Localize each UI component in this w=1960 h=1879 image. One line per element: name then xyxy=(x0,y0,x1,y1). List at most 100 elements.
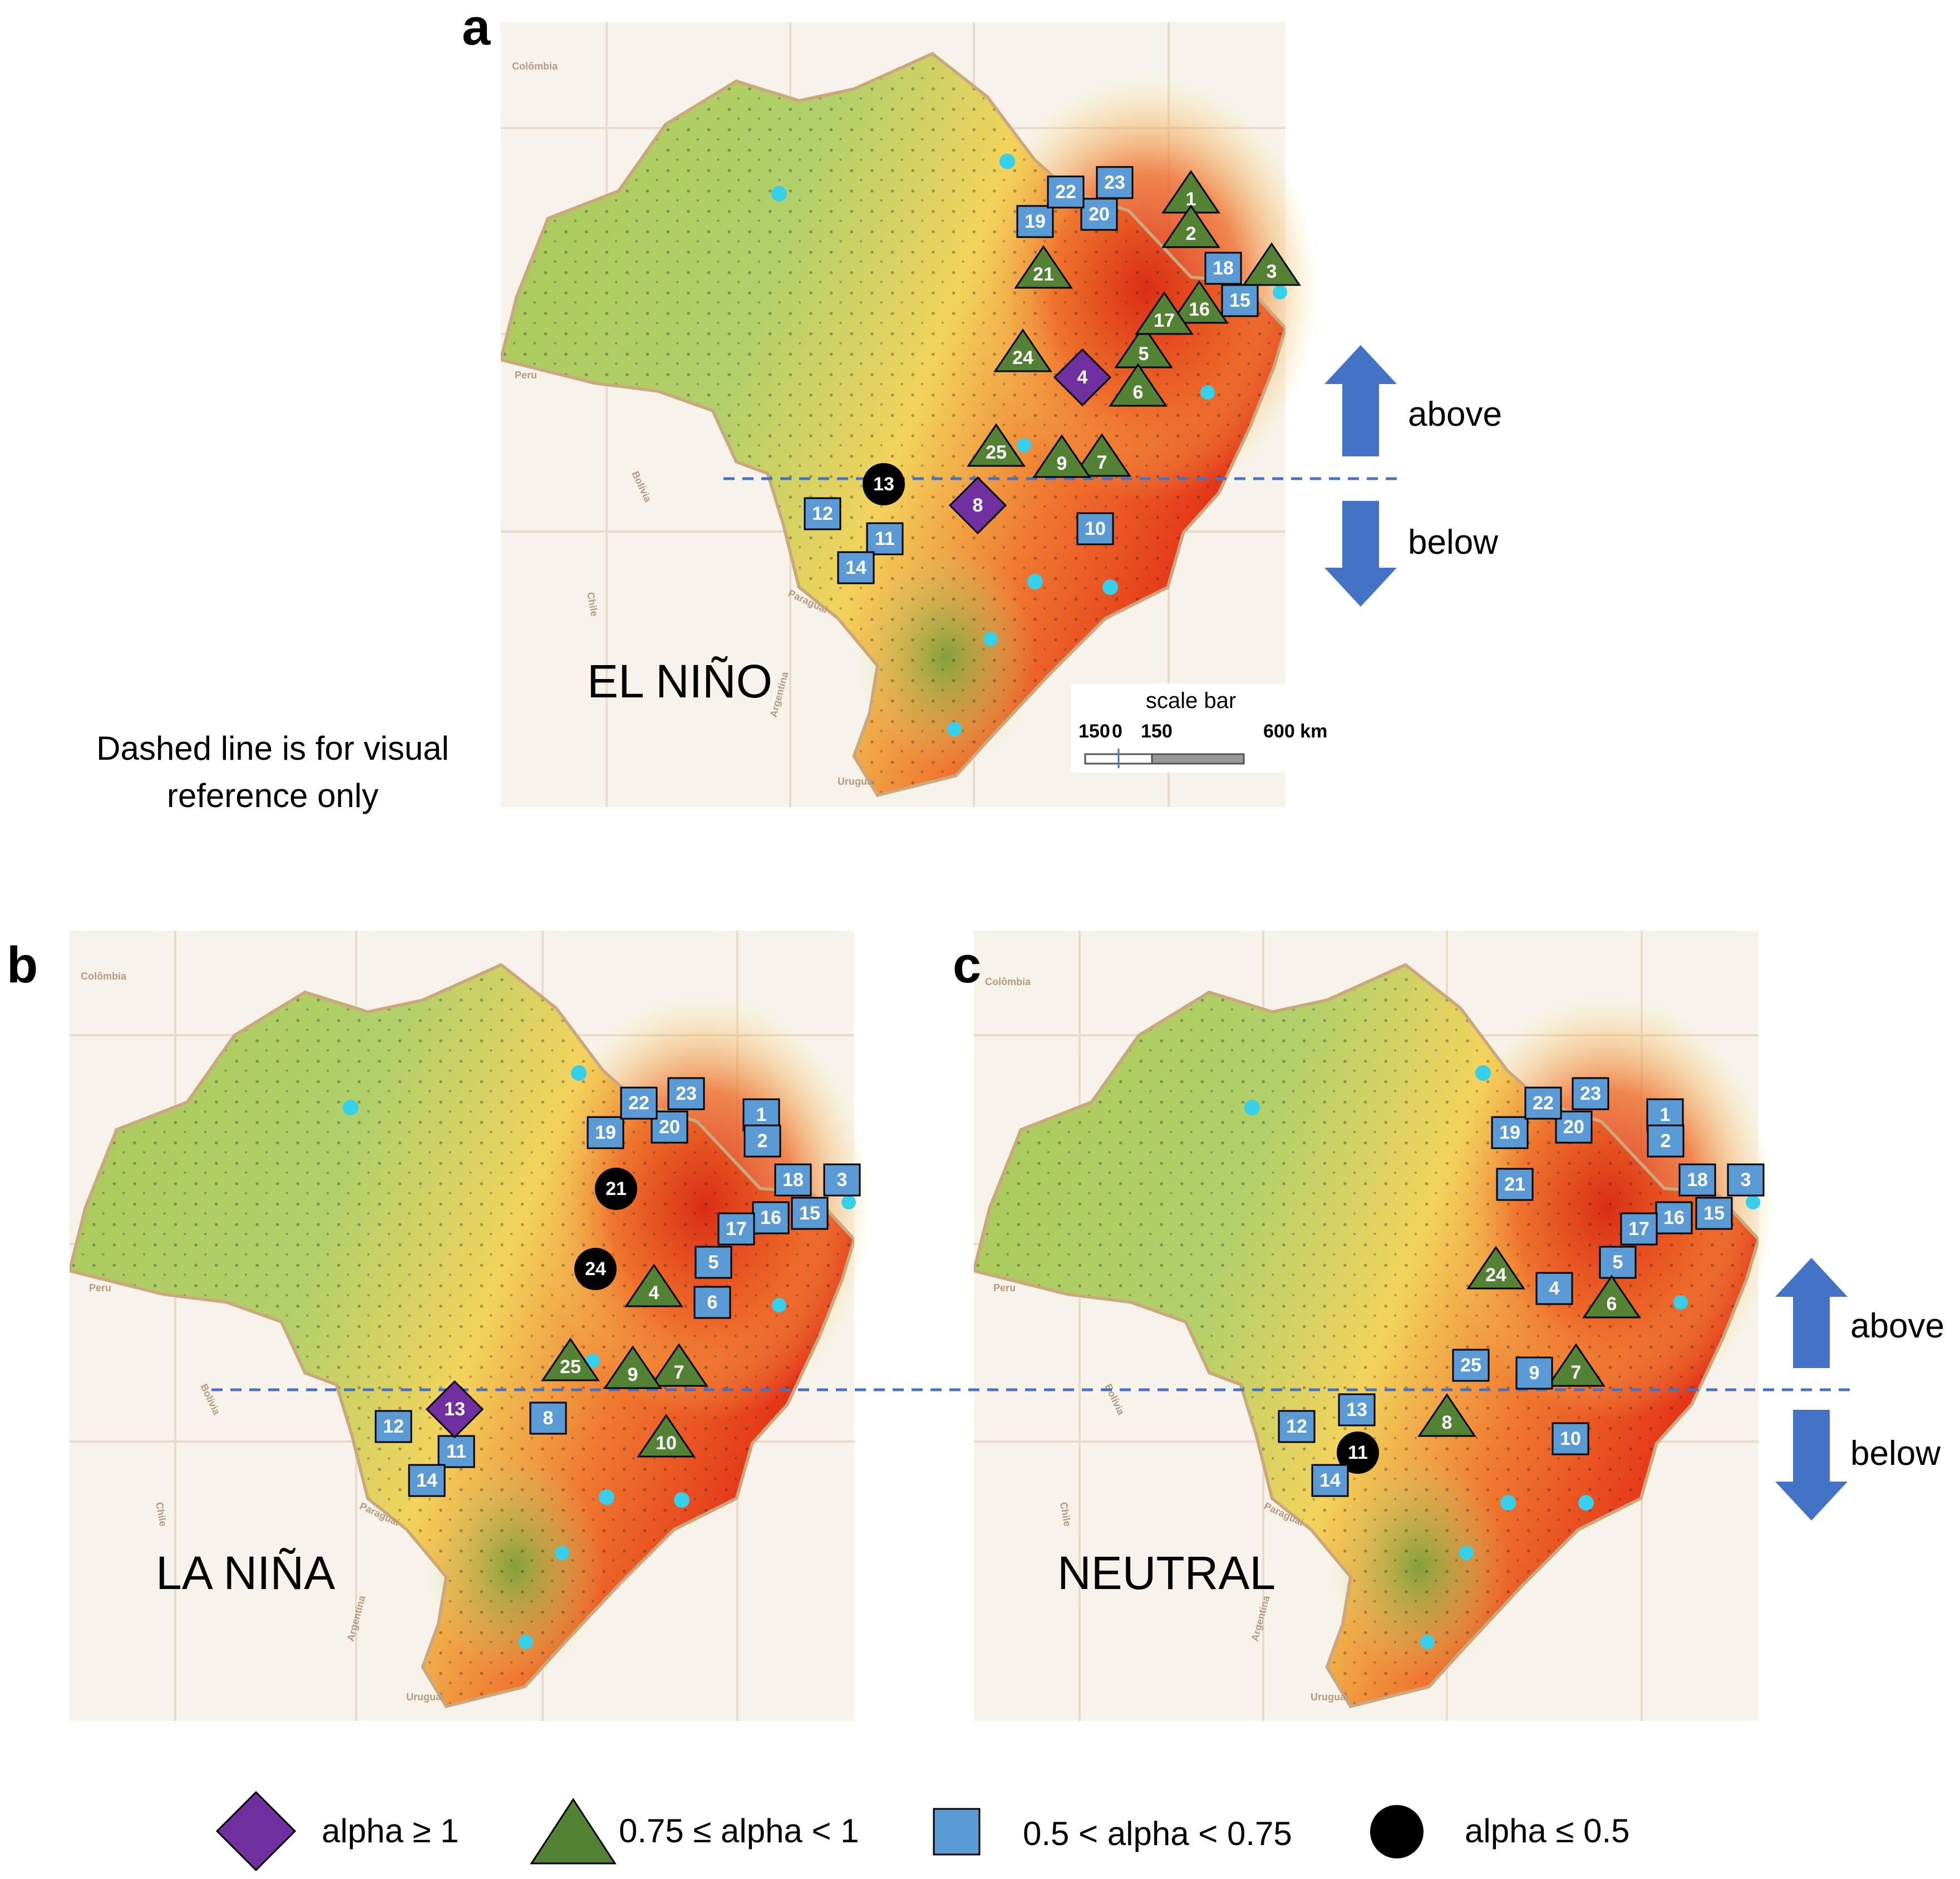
down-arrow-icon xyxy=(1775,1410,1848,1521)
station-13-square: 13 xyxy=(1338,1393,1376,1427)
station-2-triangle: 2 xyxy=(1161,204,1220,248)
station-square-icon xyxy=(667,1077,705,1110)
station-20-square: 20 xyxy=(1555,1110,1593,1144)
station-triangle-icon xyxy=(1109,363,1168,407)
station-10-square: 10 xyxy=(1076,512,1114,545)
station-23-square: 23 xyxy=(667,1077,705,1110)
station-square-icon xyxy=(651,1110,688,1144)
station-number-label: 2 xyxy=(1661,1130,1671,1152)
station-number-label: 23 xyxy=(1580,1083,1601,1104)
station-number-label: 16 xyxy=(760,1207,781,1228)
station-square-icon xyxy=(408,1464,446,1497)
station-number-label: 19 xyxy=(1499,1122,1520,1143)
down-arrow-icon xyxy=(1324,501,1397,607)
station-21-triangle: 21 xyxy=(1014,245,1073,289)
legend-circle-icon xyxy=(1370,1805,1424,1858)
station-triangle-icon xyxy=(603,1345,662,1389)
station-22-square: 22 xyxy=(620,1086,658,1120)
station-triangle-icon xyxy=(1114,324,1173,368)
station-square-icon xyxy=(1496,1168,1534,1201)
station-square-icon xyxy=(774,1163,812,1197)
station-triangle-icon xyxy=(1135,291,1194,335)
station-14-square: 14 xyxy=(408,1464,446,1497)
station-number-label: 17 xyxy=(726,1218,747,1239)
country-label-peru: Peru xyxy=(993,1282,1016,1293)
station-number-label: 23 xyxy=(676,1083,697,1104)
station-22-square: 22 xyxy=(1047,175,1085,209)
station-17-square: 17 xyxy=(717,1212,755,1246)
station-number-label: 3 xyxy=(1741,1169,1751,1191)
station-17-square: 17 xyxy=(1620,1212,1658,1246)
station-2-square: 2 xyxy=(1647,1124,1685,1158)
legend-diamond-icon xyxy=(215,1791,297,1872)
station-number-label: 20 xyxy=(659,1116,680,1138)
station-number-label: 18 xyxy=(1687,1169,1708,1191)
station-square-icon xyxy=(1647,1124,1685,1158)
enso-label-la-nina: LA NIÑA xyxy=(156,1547,335,1599)
station-triangle-icon xyxy=(1547,1343,1606,1387)
station-number-label: 13 xyxy=(1346,1399,1367,1420)
station-square-icon xyxy=(1278,1410,1316,1443)
station-square-icon xyxy=(1599,1246,1637,1279)
station-10-triangle: 10 xyxy=(637,1414,696,1458)
station-19-square: 19 xyxy=(587,1116,624,1149)
legend-label-diamond: alpha ≥ 1 xyxy=(322,1812,459,1850)
station-square-icon xyxy=(1695,1197,1733,1230)
station-number-label: 11 xyxy=(1348,1442,1368,1463)
station-11-square: 11 xyxy=(437,1435,475,1468)
station-square-icon xyxy=(1655,1201,1693,1234)
station-12-square: 12 xyxy=(1278,1410,1316,1443)
station-triangle-icon xyxy=(1032,434,1091,478)
station-number-label: 24 xyxy=(585,1258,606,1280)
station-14-square: 14 xyxy=(837,551,875,584)
station-5-square: 5 xyxy=(695,1246,732,1279)
station-25-triangle: 25 xyxy=(541,1337,600,1381)
station-21-circle: 21 xyxy=(595,1168,637,1210)
station-4-diamond: 4 xyxy=(1053,348,1112,407)
legend-label-triangle: 0.75 ≤ alpha < 1 xyxy=(619,1812,859,1850)
city-dots xyxy=(343,1065,856,1649)
station-23-square: 23 xyxy=(1572,1077,1609,1110)
station-number-label: 19 xyxy=(1025,211,1046,232)
station-number-label: 13 xyxy=(873,474,894,495)
panel-a: Colômbia Peru Bolívia Chile Paraguai Arg… xyxy=(501,22,1319,807)
station-number-label: 8 xyxy=(973,495,983,516)
station-square-icon xyxy=(587,1116,624,1149)
station-number-label: 12 xyxy=(812,503,833,524)
station-square-icon xyxy=(1535,1272,1573,1305)
station-5-triangle: 5 xyxy=(1114,324,1173,368)
station-11-circle: 11 xyxy=(1337,1432,1379,1474)
station-number-label: 7 xyxy=(1571,1362,1582,1383)
station-number-label: 12 xyxy=(1286,1416,1307,1437)
station-triangle-icon xyxy=(967,423,1026,467)
station-number-label: 8 xyxy=(1442,1412,1452,1433)
station-square-icon xyxy=(1338,1393,1376,1427)
station-triangle-icon xyxy=(637,1414,696,1458)
scale-bar: scale bar 150 0 150 600 km xyxy=(1071,683,1327,773)
station-number-label: 6 xyxy=(1133,382,1144,403)
station-square-icon xyxy=(529,1401,567,1435)
station-square-icon xyxy=(620,1086,658,1120)
station-20-square: 20 xyxy=(651,1110,688,1144)
station-number-label: 9 xyxy=(628,1364,638,1385)
station-number-label: 1 xyxy=(1186,189,1196,210)
arrow-label-below: below xyxy=(1408,523,1498,562)
station-number-label: 4 xyxy=(649,1282,659,1304)
station-19-square: 19 xyxy=(1016,205,1054,238)
station-number-label: 2 xyxy=(757,1130,768,1152)
station-number-label: 19 xyxy=(595,1122,616,1143)
station-number-label: 8 xyxy=(543,1408,554,1429)
scale-bar-title: scale bar xyxy=(1146,688,1236,713)
station-number-label: 13 xyxy=(444,1399,465,1420)
station-square-icon xyxy=(1727,1163,1765,1197)
station-number-label: 11 xyxy=(446,1441,466,1462)
country-label-uruguai: Uruguai xyxy=(406,1691,444,1703)
station-number-label: 22 xyxy=(628,1093,649,1114)
station-number-label: 10 xyxy=(656,1433,677,1454)
arrow-label-below: below xyxy=(1850,1434,1941,1473)
station-number-label: 15 xyxy=(1703,1203,1725,1224)
station-17-triangle: 17 xyxy=(1135,291,1194,335)
station-number-label: 1 xyxy=(756,1104,767,1125)
station-number-label: 6 xyxy=(707,1292,718,1313)
